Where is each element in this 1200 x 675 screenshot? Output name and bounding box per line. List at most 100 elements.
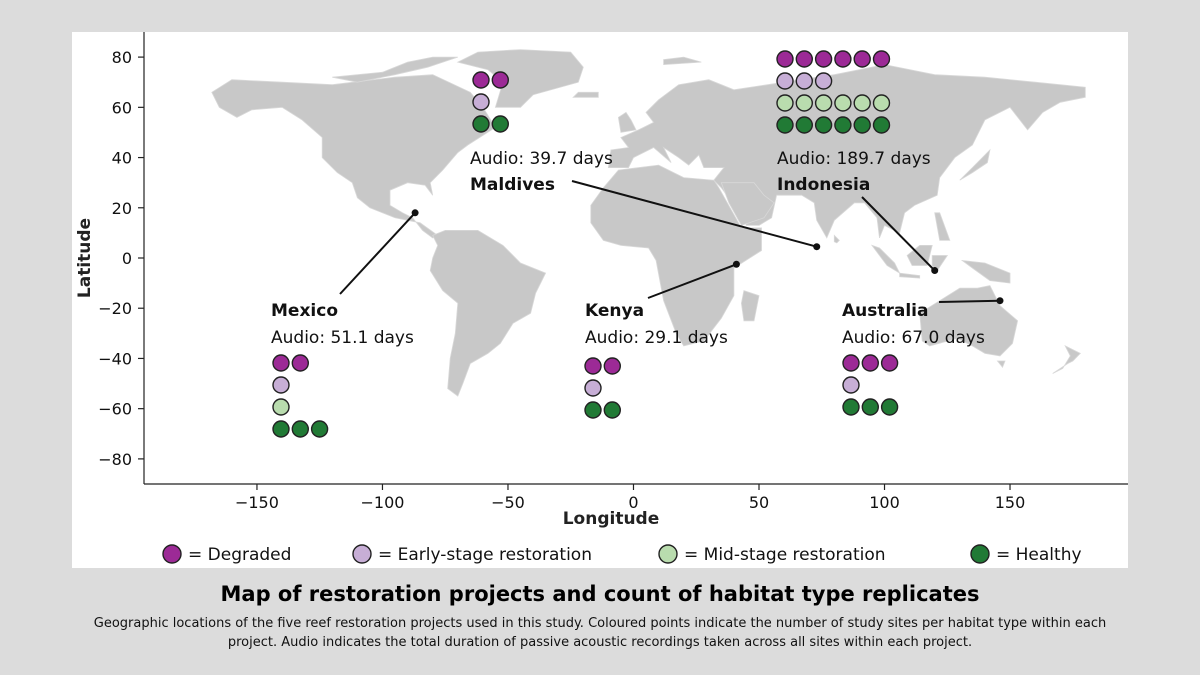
australia-degraded-site-dot [842,354,860,372]
land-sumatra [870,244,901,275]
world-map-figure: 80 60 40 20 0 −20 −40 −60 −80 −150 −100 −50 0 50 100 15… [75,32,1128,565]
maldives-project-name: Maldives [470,175,555,195]
mexico-healthy-site-dot [272,420,290,438]
maldives-location-marker [813,243,821,251]
australia-degraded-site-dot [861,354,879,372]
indonesia-healthy-site-dot [872,116,891,134]
indonesia-degraded-site-dot [872,50,891,68]
maldives-healthy-site-dot [491,115,509,133]
maldives-healthy-site-dot [472,115,490,133]
land-new-zealand [1052,345,1081,374]
land-south-america [429,230,547,397]
australia-audio-duration: Audio: 67.0 days [842,328,985,348]
x-tick-label: 150 [995,493,1026,512]
land-iceland [572,91,599,98]
land-north-america [211,74,496,239]
kenya-healthy-site-dot [584,401,602,419]
y-tick-label: 60 [112,98,132,117]
mexico-location-marker [411,209,419,217]
indonesia-healthy-site-dot [814,116,833,134]
kenya-project-name: Kenya [585,301,644,321]
australia-location-marker [996,297,1004,305]
indonesia-mid-site-dot [834,94,852,112]
land-java [899,272,921,279]
legend-healthy-label: = Healthy [996,545,1082,565]
figure-title: Map of restoration projects and count of… [220,582,980,606]
habitat-legend: = Degraded = Early-stage restoration = Mid… [162,544,1082,565]
indonesia-degraded-site-dot [776,50,794,68]
indonesia-location-marker [931,267,939,275]
land-australia [919,285,1019,357]
mexico-healthy-site-dot [310,420,329,438]
maldives-audio-duration: Audio: 39.7 days [470,149,613,169]
indonesia-degraded-site-dot [834,50,852,68]
x-tick-label: 50 [749,493,769,512]
legend-early-swatch [352,544,372,564]
maldives-leader-line [571,180,817,248]
indonesia-early-site-dot [795,72,813,90]
indonesia-healthy-site-dot [795,116,813,134]
mexico-healthy-site-dot [291,420,310,438]
indonesia-project-name: Indonesia [777,175,870,195]
indonesia-leader-line [861,196,936,272]
indonesia-healthy-site-dot [853,116,871,134]
y-tick-label: −60 [98,400,132,419]
australia-healthy-site-dot [880,398,899,416]
site-count-dots [272,50,899,438]
kenya-leader-line [647,263,737,299]
kenya-degraded-site-dot [603,357,621,375]
australia-leader-line [938,299,1001,303]
y-tick-label: 20 [112,199,132,218]
figure-panel: 80 60 40 20 0 −20 −40 −60 −80 −150 −100 −50 0 50 100 15… [72,32,1128,568]
indonesia-mid-site-dot [872,94,891,112]
indonesia-mid-site-dot [776,94,794,112]
australia-healthy-site-dot [861,398,879,416]
land-sri-lanka [833,234,840,244]
y-tick-label: 0 [122,249,132,268]
mexico-mid-site-dot [272,398,290,416]
y-tick-label: 80 [112,48,132,67]
y-axis-title: Latitude [75,218,95,298]
y-tick-label: 40 [112,149,132,168]
land-uk [617,111,637,133]
kenya-degraded-site-dot [584,357,602,375]
world-land-masses [211,49,1086,397]
mexico-audio-duration: Audio: 51.1 days [271,328,414,348]
x-axis-title: Longitude [563,509,660,529]
project-labels: Mexico Audio: 51.1 days Maldives Audio: 39.… [271,149,985,348]
legend-mid-label: = Mid-stage restoration [684,545,886,565]
legend-healthy-swatch [970,544,990,564]
indonesia-degraded-site-dot [795,50,813,68]
kenya-early-site-dot [584,379,602,397]
indonesia-mid-site-dot [795,94,813,112]
kenya-healthy-site-dot [603,401,621,419]
x-tick-label: −150 [235,493,279,512]
indonesia-degraded-site-dot [814,50,833,68]
land-philippines [934,212,951,241]
indonesia-audio-duration: Audio: 189.7 days [777,149,931,169]
indonesia-degraded-site-dot [853,50,871,68]
maldives-degraded-site-dot [491,71,509,89]
map-axes: 80 60 40 20 0 −20 −40 −60 −80 −150 −100 −50 0 50 100 15… [75,32,1128,529]
maldives-early-site-dot [472,93,490,111]
y-tick-label: −80 [98,450,132,469]
kenya-location-marker [732,260,740,268]
mexico-early-site-dot [272,376,290,394]
x-tick-label: −100 [360,493,404,512]
legend-degraded-label: = Degraded [188,545,291,565]
y-tick-label: −40 [98,349,132,368]
maldives-degraded-site-dot [472,71,490,89]
land-arabia-note [720,182,775,226]
indonesia-mid-site-dot [853,94,871,112]
australia-degraded-site-dot [880,354,899,372]
leader-lines [339,180,1004,305]
figure-caption: Geographic locations of the five reef re… [93,616,1107,650]
mexico-degraded-site-dot [291,354,310,372]
mexico-degraded-site-dot [272,354,290,372]
australia-healthy-site-dot [842,398,860,416]
mexico-project-name: Mexico [271,301,338,321]
kenya-audio-duration: Audio: 29.1 days [585,328,728,348]
legend-early-label: = Early-stage restoration [378,545,592,565]
indonesia-mid-site-dot [814,94,833,112]
indonesia-early-site-dot [776,72,794,90]
